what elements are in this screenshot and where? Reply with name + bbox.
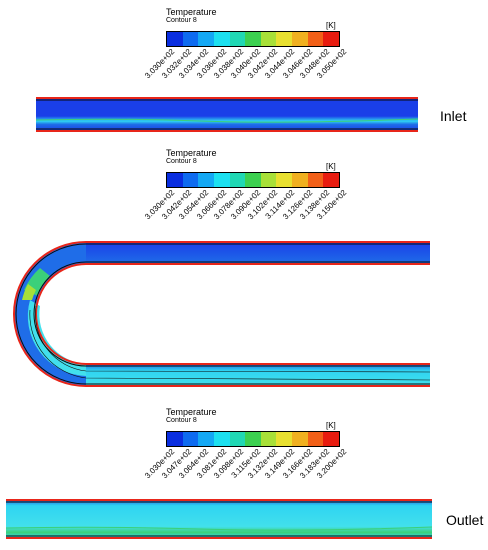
legend-title: Temperature	[166, 148, 217, 158]
colorbar-swatch	[167, 432, 183, 446]
legend-unit: [K]	[326, 21, 336, 30]
bend-pipe	[13, 241, 431, 387]
outlet-label: Outlet	[446, 512, 484, 528]
colorbar-swatch	[198, 32, 214, 46]
colorbar-swatch	[182, 432, 199, 446]
colorbar-swatch	[323, 32, 340, 46]
colorbar-swatch	[229, 173, 246, 187]
colorbar-swatch	[245, 432, 261, 446]
colorbar-swatch	[260, 432, 277, 446]
colorbar-swatch	[198, 432, 214, 446]
legend-subtitle: Contour 8	[166, 417, 197, 424]
colorbar-swatch	[213, 32, 230, 46]
colorbar-swatch	[323, 173, 340, 187]
colorbar-swatch	[213, 173, 230, 187]
legend-bend: Temperature Contour 8 [K] 3.030e+02 3.042…	[143, 148, 348, 238]
colorbar-swatch	[229, 32, 246, 46]
legend-unit: [K]	[326, 421, 336, 430]
colorbar-swatch	[182, 173, 199, 187]
colorbar	[166, 31, 340, 47]
colorbar-swatch	[260, 173, 277, 187]
colorbar-swatch	[245, 173, 261, 187]
colorbar-swatch	[245, 32, 261, 46]
colorbar-swatch	[307, 32, 324, 46]
colorbar-swatch	[260, 32, 277, 46]
colorbar-swatch	[167, 173, 183, 187]
legend-inlet: Temperature Contour 8 [K] 3.030e+02 3.032…	[143, 7, 348, 97]
colorbar-swatch	[292, 32, 308, 46]
colorbar-swatch	[276, 32, 293, 46]
colorbar-swatch	[276, 173, 293, 187]
colorbar-swatch	[307, 432, 324, 446]
colorbar-swatch	[307, 173, 324, 187]
legend-outlet: Temperature Contour 8 [K] 3.030e+02 3.047…	[143, 407, 348, 497]
legend-unit: [K]	[326, 162, 336, 171]
colorbar-swatch	[167, 32, 183, 46]
colorbar	[166, 431, 340, 447]
legend-title: Temperature	[166, 407, 217, 417]
colorbar-swatch	[182, 32, 199, 46]
legend-subtitle: Contour 8	[166, 158, 197, 165]
outlet-pipe	[5, 499, 433, 539]
colorbar	[166, 172, 340, 188]
colorbar-swatch	[276, 432, 293, 446]
colorbar-swatch	[213, 432, 230, 446]
colorbar-swatch	[229, 432, 246, 446]
inlet-pipe	[35, 97, 419, 132]
colorbar-swatch	[292, 432, 308, 446]
colorbar-swatch	[323, 432, 340, 446]
legend-title: Temperature	[166, 7, 217, 17]
legend-subtitle: Contour 8	[166, 17, 197, 24]
colorbar-swatch	[292, 173, 308, 187]
inlet-label: Inlet	[440, 108, 467, 124]
colorbar-swatch	[198, 173, 214, 187]
